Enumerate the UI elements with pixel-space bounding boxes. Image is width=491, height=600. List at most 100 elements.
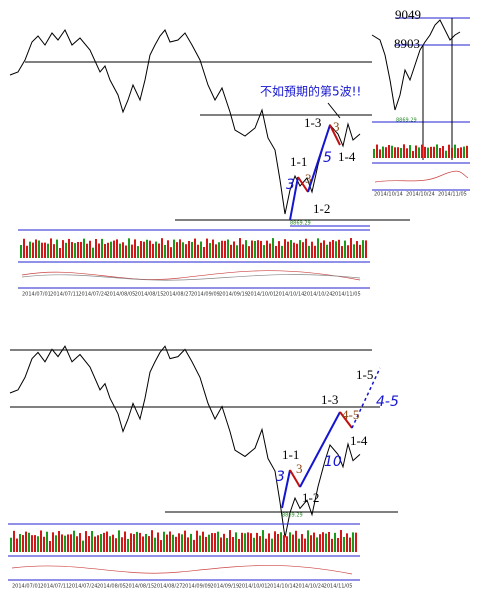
volume-bar xyxy=(148,536,150,552)
volume-bar xyxy=(152,243,154,258)
volume-bar xyxy=(271,538,273,552)
volume-bar xyxy=(77,242,79,258)
volume-bar xyxy=(388,145,390,158)
volume-bar xyxy=(107,242,109,258)
wave-label: 1-3 xyxy=(304,115,321,130)
volume-bar xyxy=(125,245,127,258)
volume-bar xyxy=(209,243,211,258)
volume-bar xyxy=(79,533,81,552)
volume-bar xyxy=(199,535,201,552)
volume-bar xyxy=(62,240,64,258)
volume-bar xyxy=(211,533,213,552)
volume xyxy=(20,238,367,258)
volume-bar xyxy=(140,241,142,258)
date-label: 2014/11/05 xyxy=(332,292,361,298)
date-label: 2014/08/15 xyxy=(125,584,154,590)
volume-bar xyxy=(343,536,345,552)
volume-bar xyxy=(188,240,190,258)
volume-bar xyxy=(71,242,73,258)
volume-bar xyxy=(310,535,312,552)
volume-bar xyxy=(10,537,12,552)
macd-line xyxy=(11,565,353,575)
volume-bar xyxy=(13,530,15,552)
volume-bar xyxy=(220,537,222,552)
date-label: 2014/10/01 xyxy=(247,292,276,298)
wave-label: 3 xyxy=(286,177,295,193)
volume-bar xyxy=(133,534,135,552)
volume-bar xyxy=(202,531,204,552)
wave-label: 3 xyxy=(305,171,312,186)
date-label: 2014/10/01 xyxy=(239,584,268,590)
volume-bar xyxy=(418,147,420,158)
volume-bar xyxy=(104,243,106,258)
volume-bar xyxy=(29,241,31,258)
volume-bar xyxy=(16,538,18,552)
volume-bar xyxy=(236,245,238,258)
volume-bar xyxy=(362,240,364,258)
volume-bar xyxy=(100,534,102,552)
wave-label: 10 xyxy=(324,454,342,470)
date-label: 2014/10/24 xyxy=(406,192,435,198)
volume-bar xyxy=(460,147,462,158)
volume-bar xyxy=(223,533,225,552)
date-label: 2014/07/11 xyxy=(50,292,79,298)
volume-bar xyxy=(103,532,105,552)
wave-label: 4-5 xyxy=(342,407,359,422)
volume-bar xyxy=(263,245,265,258)
volume-bar xyxy=(250,533,252,552)
date-label: 2014/09/19 xyxy=(219,292,248,298)
volume-bar xyxy=(166,534,168,552)
date-label: 2014/08/27 xyxy=(163,292,192,298)
volume-bar xyxy=(224,240,226,258)
volume-bar xyxy=(323,240,325,258)
volume-bar xyxy=(260,240,262,258)
volume-bar xyxy=(328,531,330,552)
volume-bar xyxy=(43,536,45,552)
volume-bar xyxy=(136,531,138,552)
volume-bar xyxy=(58,530,60,552)
volume-bar xyxy=(106,531,108,552)
note: 不如預期的第5波!! xyxy=(260,84,361,99)
volume-bar xyxy=(145,533,147,552)
wave xyxy=(289,176,299,221)
volume-bar xyxy=(163,531,165,552)
volume-bar xyxy=(181,534,183,552)
level-label: 8903 xyxy=(394,36,420,51)
volume-bar xyxy=(92,247,94,258)
volume-bar xyxy=(109,536,111,552)
volume-bar xyxy=(37,536,39,552)
volume-bar xyxy=(319,534,321,552)
wave-label: 4-5 xyxy=(376,394,399,410)
wave-label: 1-2 xyxy=(313,201,330,216)
volume-bar xyxy=(355,532,357,552)
volume-bar xyxy=(233,241,235,258)
volume-bar xyxy=(38,240,40,258)
volume-bar xyxy=(302,242,304,258)
wave-label: 1-4 xyxy=(338,149,356,164)
volume-bar xyxy=(139,532,141,552)
volume-bar xyxy=(151,530,153,552)
volume-bar xyxy=(433,146,435,158)
volume-bar xyxy=(193,539,195,552)
inset-panel: 9049 8903 8869.29 2014/10/14 2014/10/24 20… xyxy=(371,7,470,198)
volume-bar xyxy=(190,533,192,552)
volume-bar xyxy=(20,245,22,258)
volume-bar xyxy=(161,238,163,258)
macd-line xyxy=(21,274,361,281)
volume-bar xyxy=(347,245,349,258)
volume-bar xyxy=(154,537,156,552)
wave xyxy=(281,469,291,509)
wave xyxy=(307,124,331,193)
volume-bar xyxy=(295,530,297,552)
volume-bar xyxy=(116,239,118,258)
volume-bar xyxy=(47,243,49,258)
volume-bar xyxy=(451,147,453,158)
volume-bar xyxy=(64,535,66,552)
volume-bar xyxy=(280,532,282,552)
volume-bar xyxy=(59,248,61,258)
volume-bar xyxy=(185,244,187,258)
volume-bar xyxy=(353,244,355,258)
volume-bar xyxy=(88,536,90,552)
volume-bar xyxy=(373,148,375,158)
volume-bar xyxy=(22,535,24,552)
